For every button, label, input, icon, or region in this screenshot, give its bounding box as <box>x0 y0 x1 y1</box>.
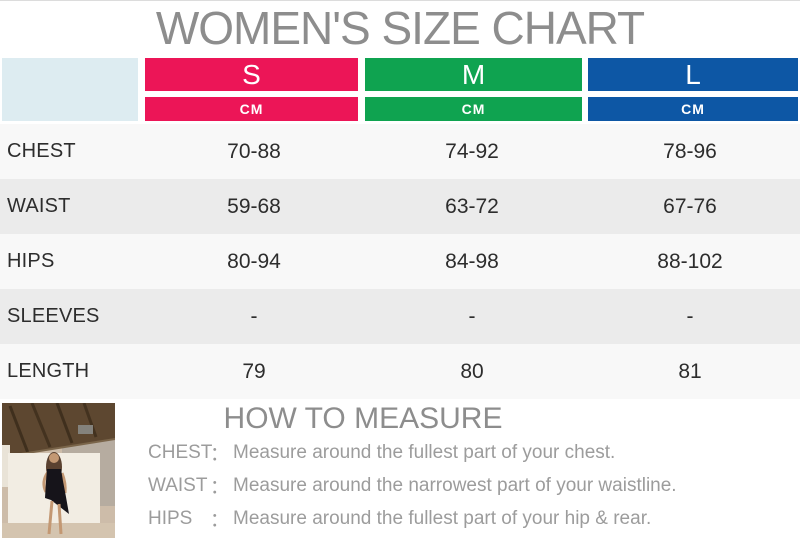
table-corner-cell <box>2 58 138 121</box>
cell-value-s: 79 <box>242 359 266 383</box>
measure-colon: ： <box>210 510 230 531</box>
measure-label: CHEST <box>148 441 213 463</box>
size-header-s: S <box>145 58 358 91</box>
cell-value-m: 63-72 <box>445 194 499 218</box>
cell-value-m: 74-92 <box>445 139 499 163</box>
cell-value-m: - <box>468 304 476 328</box>
size-table-body: CHEST 70-88 74-92 78-96 WAIST 59-68 63-7… <box>0 124 800 399</box>
row-label: WAIST <box>7 195 71 217</box>
cell-value-s: 70-88 <box>227 139 281 163</box>
table-row-hips: HIPS 80-94 84-98 88-102 <box>0 234 800 289</box>
table-row-chest: CHEST 70-88 74-92 78-96 <box>0 124 800 179</box>
measure-description: Measure around the narrowest part of you… <box>233 474 677 496</box>
cell-value-l: 81 <box>678 359 702 383</box>
size-header-l: L <box>588 58 798 91</box>
cell-value-m: 80 <box>460 359 484 383</box>
cell-value-s: - <box>250 304 258 328</box>
cell-value-m: 84-98 <box>445 249 499 273</box>
unit-header-s: CM <box>145 97 358 121</box>
how-to-measure-heading: HOW TO MEASURE <box>223 402 503 435</box>
row-label: HIPS <box>7 250 55 272</box>
measure-description: Measure around the fullest part of your … <box>233 441 616 463</box>
cell-value-l: 78-96 <box>663 139 717 163</box>
page-title: WOMEN'S SIZE CHART <box>155 2 645 54</box>
unit-header-l: CM <box>588 97 798 121</box>
cell-value-l: - <box>686 304 694 328</box>
measure-description: Measure around the fullest part of your … <box>233 507 652 529</box>
row-label: LENGTH <box>7 360 90 382</box>
cell-value-l: 67-76 <box>663 194 717 218</box>
measure-label: WAIST <box>148 474 208 496</box>
table-row-waist: WAIST 59-68 63-72 67-76 <box>0 179 800 234</box>
table-row-length: LENGTH 79 80 81 <box>0 344 800 399</box>
model-photo <box>2 403 115 538</box>
cell-value-s: 59-68 <box>227 194 281 218</box>
measure-item-hips: HIPS ： Measure around the fullest part of … <box>148 502 677 535</box>
measure-item-waist: WAIST： Measure around the narrowest part … <box>148 469 677 502</box>
cell-value-s: 80-94 <box>227 249 281 273</box>
size-header-m: M <box>365 58 582 91</box>
measure-item-chest: CHEST： Measure around the fullest part of… <box>148 436 677 469</box>
unit-header-m: CM <box>365 97 582 121</box>
row-label: CHEST <box>7 140 76 162</box>
measure-colon: ： <box>210 477 230 498</box>
measure-instructions: CHEST： Measure around the fullest part of… <box>148 436 677 535</box>
row-label: SLEEVES <box>7 305 100 327</box>
measure-colon: ： <box>210 444 230 465</box>
cell-value-l: 88-102 <box>657 249 723 273</box>
top-divider <box>0 0 800 1</box>
table-row-sleeves: SLEEVES - - - <box>0 289 800 344</box>
measure-label: HIPS <box>148 507 193 529</box>
